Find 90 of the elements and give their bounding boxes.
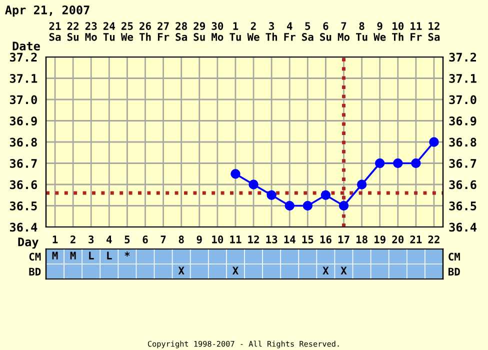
y-tick-label: CM xyxy=(29,252,41,261)
y2-tick-label: BD xyxy=(448,268,460,276)
y2-tick-label: 36.7 xyxy=(449,158,476,168)
x-tick-label: 17 xyxy=(338,236,350,244)
point xyxy=(230,169,240,179)
point xyxy=(356,180,367,190)
x-tick-label: 13 xyxy=(266,236,278,244)
x-tick-label: 5 Sa xyxy=(302,22,314,41)
point xyxy=(284,200,294,211)
x-tick-label: 11 xyxy=(230,236,242,244)
y2-tick-label: 36.9 xyxy=(449,116,476,126)
x-tick-label: 9 xyxy=(196,236,202,244)
x-tick-label: 22 Su xyxy=(67,22,78,41)
x-tick-label: 23 Mo xyxy=(85,22,97,41)
x-tick-label: 18 xyxy=(356,236,368,244)
point xyxy=(411,158,421,168)
x-tick-label: 21 xyxy=(410,236,422,244)
x-tick-label: 15 xyxy=(302,236,314,244)
text: M xyxy=(52,252,58,260)
x-tick-label: 19 xyxy=(374,236,386,244)
x-tick-label: 5 xyxy=(124,236,130,244)
x-tick-label: 30 Mo xyxy=(212,22,224,41)
text: X xyxy=(232,266,238,274)
x-tick-label: 1 Tu xyxy=(230,22,241,41)
x-tick-label: 1 xyxy=(52,236,58,244)
x-tick-label: 10 xyxy=(212,236,224,244)
x-tick-label: 6 Su xyxy=(320,22,332,41)
y2-tick-label: CM xyxy=(448,252,460,261)
point xyxy=(429,137,439,147)
x-tick-label: 28 Sa xyxy=(176,22,187,41)
y-tick-label: 37.0 xyxy=(10,95,37,104)
x-tick-label: 4 xyxy=(106,236,112,244)
x-tick-label: 7 Mo xyxy=(338,22,350,41)
x-tick-label: 26 Th xyxy=(139,22,151,41)
point xyxy=(338,200,349,211)
text: X xyxy=(322,266,329,274)
x-tick-label: 11 Fr xyxy=(410,22,422,41)
text: * xyxy=(124,252,130,256)
x-tick-label: 22 xyxy=(428,236,440,244)
y-tick-label: 36.6 xyxy=(10,180,38,190)
x-tick-label: 21 Sa xyxy=(49,22,61,41)
y-tick-label: 36.4 xyxy=(10,222,38,232)
x-tick-label: 3 Th xyxy=(266,22,278,41)
x-tick-label: 25 We xyxy=(120,22,134,41)
point xyxy=(248,180,258,190)
y-tick-label: 36.9 xyxy=(10,116,37,126)
x-tick-label: 2 We xyxy=(247,22,260,41)
y-tick-label: BD xyxy=(29,268,41,276)
y2-tick-label: 36.8 xyxy=(449,138,476,147)
text: L xyxy=(107,252,112,260)
point xyxy=(393,158,403,168)
y2-tick-label: 36.4 xyxy=(449,222,476,232)
y-tick-label: 37.1 xyxy=(10,74,38,83)
x-tick-label: 12 xyxy=(248,236,259,244)
x-tick-label: 16 xyxy=(320,236,332,244)
point xyxy=(266,190,276,200)
x-tick-label: 3 xyxy=(88,236,94,244)
chart-title: Apr 21, 2007 xyxy=(5,5,90,17)
y2-tick-label: 36.6 xyxy=(449,180,476,190)
x-tick-label: 8 Tu xyxy=(356,22,368,41)
y2-tick-label: 37.1 xyxy=(449,74,476,83)
text: L xyxy=(89,252,94,260)
text: M xyxy=(70,252,76,260)
x-tick-label: 4 Fr xyxy=(284,22,296,41)
x-tick-label: 6 xyxy=(142,236,148,244)
y-tick-label: 37.2 xyxy=(10,52,37,62)
x-axis-title: Day xyxy=(18,238,38,249)
y2-tick-label: 36.5 xyxy=(449,201,476,210)
x-tick-label: 12 Sa xyxy=(428,22,440,41)
y-tick-label: 36.5 xyxy=(10,201,37,210)
text: X xyxy=(340,266,347,274)
point xyxy=(320,190,331,200)
y2-tick-label: 37.0 xyxy=(449,95,476,104)
point xyxy=(302,200,313,211)
y-tick-label: 36.8 xyxy=(10,138,37,147)
x-tick-label: 20 xyxy=(392,236,404,244)
point xyxy=(374,158,385,168)
x-tick-label: 27 Fr xyxy=(158,22,170,41)
x-tick-label: 10 Th xyxy=(392,22,404,41)
x-tick-label: 24 Tu xyxy=(103,22,115,41)
y2-tick-label: 37.2 xyxy=(449,52,476,62)
x-tick-label: 2 xyxy=(70,236,76,244)
x-tick-label: 8 xyxy=(178,236,184,244)
y-tick-label: Date xyxy=(12,42,40,50)
x-tick-label: 7 xyxy=(160,236,166,244)
x-tick-label: 9 We xyxy=(374,22,386,41)
text: X xyxy=(178,266,184,274)
x-tick-label: 29 Su xyxy=(194,22,205,41)
y-tick-label: 36.7 xyxy=(10,158,37,168)
x-tick-label: 14 xyxy=(284,236,296,244)
